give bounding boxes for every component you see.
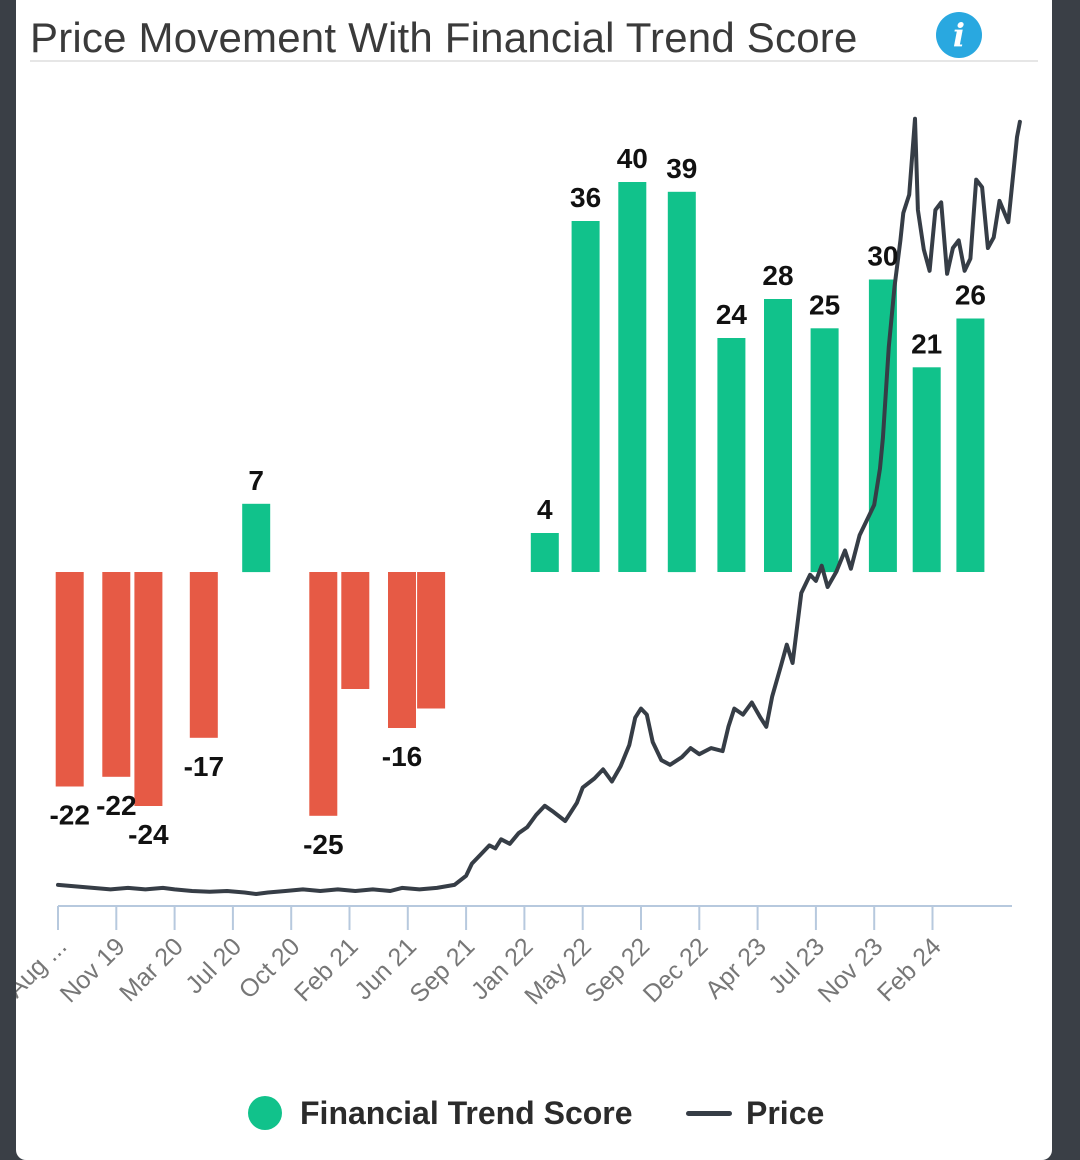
bar-13 (717, 338, 746, 572)
bar-14 (764, 299, 792, 572)
bar-label-13: 24 (716, 299, 748, 330)
x-tick-label-15: Feb 24 (872, 932, 947, 1007)
bar-label-9: 4 (537, 494, 553, 525)
price-layer (56, 116, 1022, 896)
bar-10 (571, 221, 600, 572)
chart-card: Price Movement With Financial Trend Scor… (16, 0, 1052, 1160)
x-tick-label-7: Sep 21 (405, 932, 481, 1008)
bar-label-16: 30 (867, 241, 898, 272)
bar-18 (956, 318, 985, 572)
legend-label-price: Price (746, 1094, 825, 1131)
x-tick-label-9: May 22 (519, 932, 597, 1010)
bar-4 (242, 503, 271, 573)
bar-label-5: -25 (303, 829, 343, 860)
x-tick-label-14: Nov 23 (813, 932, 889, 1008)
bar-15 (810, 328, 839, 573)
bar-label-12: 39 (666, 153, 697, 184)
bar-label-11: 40 (617, 143, 648, 174)
x-tick-label-1: Nov 19 (55, 932, 131, 1008)
bar-5 (309, 572, 338, 816)
legend-line-icon (686, 1110, 732, 1116)
legend: Financial Trend Score Price (16, 1088, 1052, 1138)
bars-layer (55, 182, 985, 816)
bar-8 (417, 572, 446, 709)
bar-label-1: -22 (96, 790, 136, 821)
bar-9 (530, 533, 559, 572)
bar-17 (912, 367, 941, 573)
legend-dot-icon (248, 1096, 282, 1130)
bar-7 (388, 572, 416, 728)
x-tick-label-5: Feb 21 (289, 932, 364, 1007)
bar-12 (667, 191, 696, 573)
bar-1 (102, 572, 131, 777)
bar-6 (341, 572, 370, 689)
legend-label-score: Financial Trend Score (300, 1094, 633, 1131)
legend-item-score[interactable]: Financial Trend Score (248, 1088, 633, 1138)
legend-item-price[interactable]: Price (686, 1088, 824, 1138)
bar-label-10: 36 (570, 182, 601, 213)
x-tick-label-2: Mar 20 (114, 932, 189, 1007)
price-line (56, 116, 1022, 896)
bar-11 (618, 182, 647, 572)
bar-label-7: -16 (382, 741, 422, 772)
bar-3 (189, 572, 218, 738)
bar-label-17: 21 (911, 328, 942, 359)
x-tick-label-12: Apr 23 (700, 932, 772, 1004)
bar-label-14: 28 (762, 260, 793, 291)
page-title: Price Movement With Financial Trend Scor… (30, 14, 858, 61)
bar-label-15: 25 (809, 289, 840, 320)
bar-label-4: 7 (248, 465, 264, 496)
x-tick-label-10: Sep 22 (579, 932, 655, 1008)
bar-label-18: 26 (955, 280, 986, 311)
chart-header: Price Movement With Financial Trend Scor… (30, 8, 1038, 62)
bar-2 (134, 572, 163, 806)
bar-label-2: -24 (128, 819, 169, 850)
info-icon[interactable]: i (936, 12, 982, 58)
bar-label-0: -22 (49, 800, 89, 831)
x-tick-label-11: Dec 22 (638, 932, 714, 1008)
bar-0 (55, 572, 84, 787)
bar-label-3: -17 (184, 751, 224, 782)
